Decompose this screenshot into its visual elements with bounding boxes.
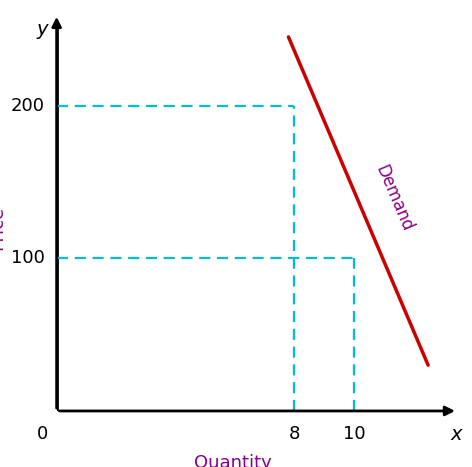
- Text: Demand: Demand: [371, 163, 416, 234]
- Text: 8: 8: [289, 425, 300, 443]
- Text: Quantity: Quantity: [194, 454, 272, 467]
- Text: Price: Price: [0, 206, 6, 250]
- Text: 10: 10: [343, 425, 365, 443]
- Text: 200: 200: [11, 97, 45, 114]
- Text: 0: 0: [36, 425, 48, 443]
- Text: 100: 100: [11, 249, 45, 267]
- Text: y: y: [36, 20, 48, 39]
- Text: x: x: [450, 425, 462, 444]
